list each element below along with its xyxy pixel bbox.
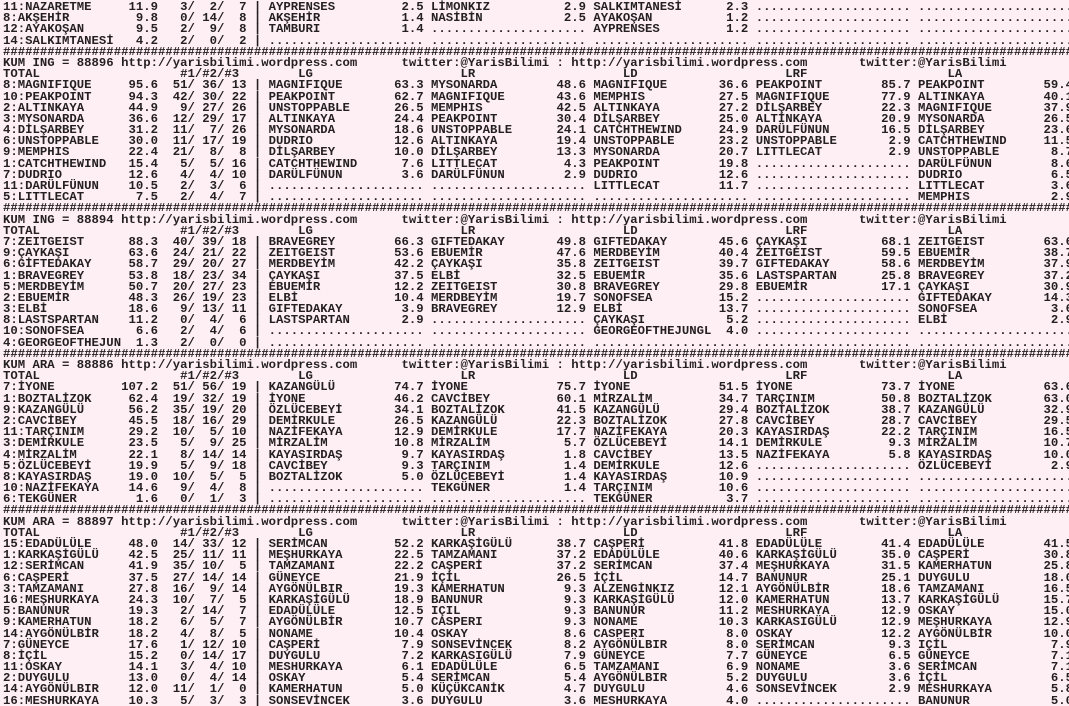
separator-line: ########################################… [3,503,1069,518]
stats-row-line: 8:AKŞEHİR 9.8 0/ 14/ 8 | AKŞEHİR 1.4 NAS… [3,11,1069,26]
stats-row-line: 2:DUYGULU 13.0 0/ 4/ 14 | OSKAY 5.4 SERİ… [3,671,1069,686]
stats-row-line: 7:GÜNEYCE 17.6 1/ 12/ 10 | CAŞPERİ 7.9 S… [3,637,1069,652]
stats-row-line: 6:GİFTEDAKAY 58.7 29/ 20/ 27 | MERDBEYİM… [3,257,1069,272]
stats-row-line: 15:EDADÜLÜLE 48.0 14/ 33/ 12 | SERİMCAN … [3,537,1069,551]
separator-line: ########################################… [3,346,1069,361]
stats-row-line: 1:BOZTALİZOK 62.4 19/ 32/ 19 | İYONE 46.… [3,391,1069,406]
stats-row-line: 10:NAZİFEKAYA 14.6 9/ 4/ 8 | ...........… [3,481,1069,496]
stats-row-line: 4:MİRZALİM 22.1 8/ 14/ 14 | KAYASIRDAŞ 9… [3,447,1069,462]
separator-line: ########################################… [3,201,1069,216]
stats-row-line: 14:AYGÖNÜLBİR 18.2 4/ 8/ 5 | NONAME 10.4… [3,626,1069,641]
stats-row-line: 4:DİLŞARBEY 31.2 11/ 7/ 26 | MYSONARDA 1… [3,123,1069,138]
stats-row-line: 16:MEŞHURKAYA 24.3 10/ 7/ 5 | KARKAŞİGÜL… [3,592,1069,607]
stats-row-line: 6:TEKGÜNER 1.6 0/ 1/ 3 | ...............… [3,492,1069,507]
stats-row-line: 5:MERDBEYİM 50.7 20/ 27/ 23 | EBUEMİR 12… [3,279,1069,294]
stats-row-line: 5:BANUNUR 19.3 2/ 14/ 7 | EDADÜLÜLE 12.5… [3,604,1069,619]
stats-row-line: 3:TAMZAMANI 27.8 16/ 9/ 14 | AYGÖNÜLBIR … [3,581,1069,596]
stats-row-line: 14:SALKIMTANESİ 4.2 2/ 0/ 2 | ..........… [3,33,1069,48]
stats-row-line: 8:İÇİL 15.2 0/ 14/ 17 | DUYGULU 7.2 KARK… [3,648,1069,663]
stats-row-line: 10:PEAKPOINT 94.3 42/ 30/ 22 | PEAKPOINT… [3,89,1069,104]
stats-row-line: 16:MESHURKAYA 10.3 5/ 3/ 3 | SONSEVİNCEK… [3,693,1069,706]
stats-row-line: 3:MYSONARDA 36.6 12/ 29/ 17 | ALTINKAYA … [3,111,1069,126]
column-header-line: TOTAL #1/#2/#3 LG LR LD LRF LA [3,369,963,384]
section-header-line: KUM ING = 88896 http://yarisbilimi.wordp… [3,55,1007,70]
stats-row-line: 1:KARKAŞİGÜLÜ 42.5 25/ 11/ 11 | MEŞHURKA… [3,548,1069,563]
stats-row-line: 10:SONOFSEA 6.6 2/ 4/ 6 | ..............… [3,324,1069,339]
stats-row-line: 4:GEORGEOFTHEJUN 1.3 2/ 0/ 0 | .........… [3,335,1069,350]
stats-row-line: 3:DEMİRKULE 23.5 5/ 9/ 25 | MİRZALİM 10.… [3,436,1069,451]
stats-row-line: 8:MAGNIFIQUE 95.6 51/ 36/ 13 | MAGNIFIQU… [3,78,1069,93]
stats-row-line: 7:ZEITGEIST 88.3 40/ 39/ 18 | BRAVEGREY … [3,234,1069,249]
column-header-line: TOTAL #1/#2/#3 LG LR LD LRF LA [3,223,963,238]
stats-row-line: 6:UNSTOPPABLE 30.0 11/ 17/ 19 | DUDRIO 1… [3,134,1069,149]
column-header-line: TOTAL #1/#2/#3 LG LR LD LRF LA [3,67,963,82]
stats-row-line: 3:ELBİ 18.6 9/ 13/ 11 | GIFTEDAKAY 3.9 B… [3,302,1069,317]
stats-row-line: 7:İYONE 107.2 51/ 56/ 19 | KAZANGÜLÜ 74.… [3,380,1069,395]
stats-row-line: 11:NAZARETME 11.9 3/ 2/ 7 | AYPRENSES 2.… [3,0,1069,14]
stats-row-line: 14:AYGÖNÜLBIR 12.0 11/ 1/ 0 | KAMERHATUN… [3,682,1069,697]
stats-row-line: 12:AYAKOŞAN 9.5 2/ 9/ 8 | TAMBURI 1.4 ..… [3,22,1069,37]
column-header-line: TOTAL #1/#2/#3 LG LR LD LRF LA [3,525,963,540]
stats-row-line: 2:CAVCİBEY 45.5 18/ 16/ 29 | DEMİRKULE 2… [3,413,1069,428]
stats-row-line: 12:SERİMCAN 41.9 35/ 10/ 5 | TAMZAMANI 2… [3,559,1069,574]
stats-row-line: 2:ALTINKAYA 44.9 9/ 27/ 26 | UNSTOPPABLE… [3,100,1069,115]
stats-row-line: 8:KAYASIRDAŞ 19.0 10/ 5/ 5 | BOZTALİZOK … [3,469,1069,484]
stats-row-line: 9:MEMPHIS 22.4 21/ 8/ 8 | DİLŞARBEY 10.0… [3,145,1069,160]
section-header-line: KUM ARA = 88886 http://yarisbilimi.wordp… [3,358,1007,372]
stats-row-line: 7:DUDRIO 12.6 4/ 4/ 10 | DARÜLFÜNUN 3.6 … [3,167,1069,182]
stats-row-line: 11:OSKAY 14.1 3/ 4/ 10 | MESHURKAYA 6.1 … [3,660,1069,675]
stats-row-line: 1:BRAVEGREY 53.8 18/ 23/ 34 | ÇAYKAŞI 37… [3,268,1069,283]
stats-row-line: 5:LITTLECAT 7.5 2/ 4/ 7 | ..............… [3,190,1069,205]
stats-row-line: 9:KAMERHATUN 18.2 6/ 5/ 7 | AYGÖNÜLBİR 1… [3,615,1069,630]
separator-line: ########################################… [3,44,1069,59]
stats-row-line: 2:EBUEMİR 48.3 26/ 19/ 23 | ELBİ 10.4 ME… [3,290,1069,305]
section-header-line: KUM ING = 88894 http://yarisbilimi.wordp… [3,212,1007,227]
stats-row-line: 6:CAŞPERİ 37.5 27/ 14/ 14 | GÜNEYCE 21.9… [3,570,1069,585]
stats-row-line: 9:ÇAYKAŞI 63.6 24/ 21/ 22 | ZEITGEIST 53… [3,246,1069,261]
section-header-line: KUM ARA = 88897 http://yarisbilimi.wordp… [3,514,1007,529]
stats-row-line: 5:ÖZLÜCEBEYİ 19.9 5/ 9/ 18 | CAVCİBEY 9.… [3,458,1069,473]
stats-row-line: 11:TARÇINIM 29.2 10/ 5/ 10 | NAZİFEKAYA … [3,425,1069,440]
stats-row-line: 8:LASTSPARTAN 11.2 0/ 4/ 6 | LASTSPARTAN… [3,313,1069,328]
stats-row-line: 9:KAZANGÜLÜ 56.2 35/ 19/ 20 | ÖZLÜCEBEYİ… [3,402,1069,417]
stats-row-line: 1:CATCHTHEWIND 15.4 5/ 5/ 16 | CATCHTHEW… [3,156,1069,171]
stats-row-line: 11:DARÜLFÜNUN 10.5 2/ 3/ 6 | ...........… [3,179,1069,193]
